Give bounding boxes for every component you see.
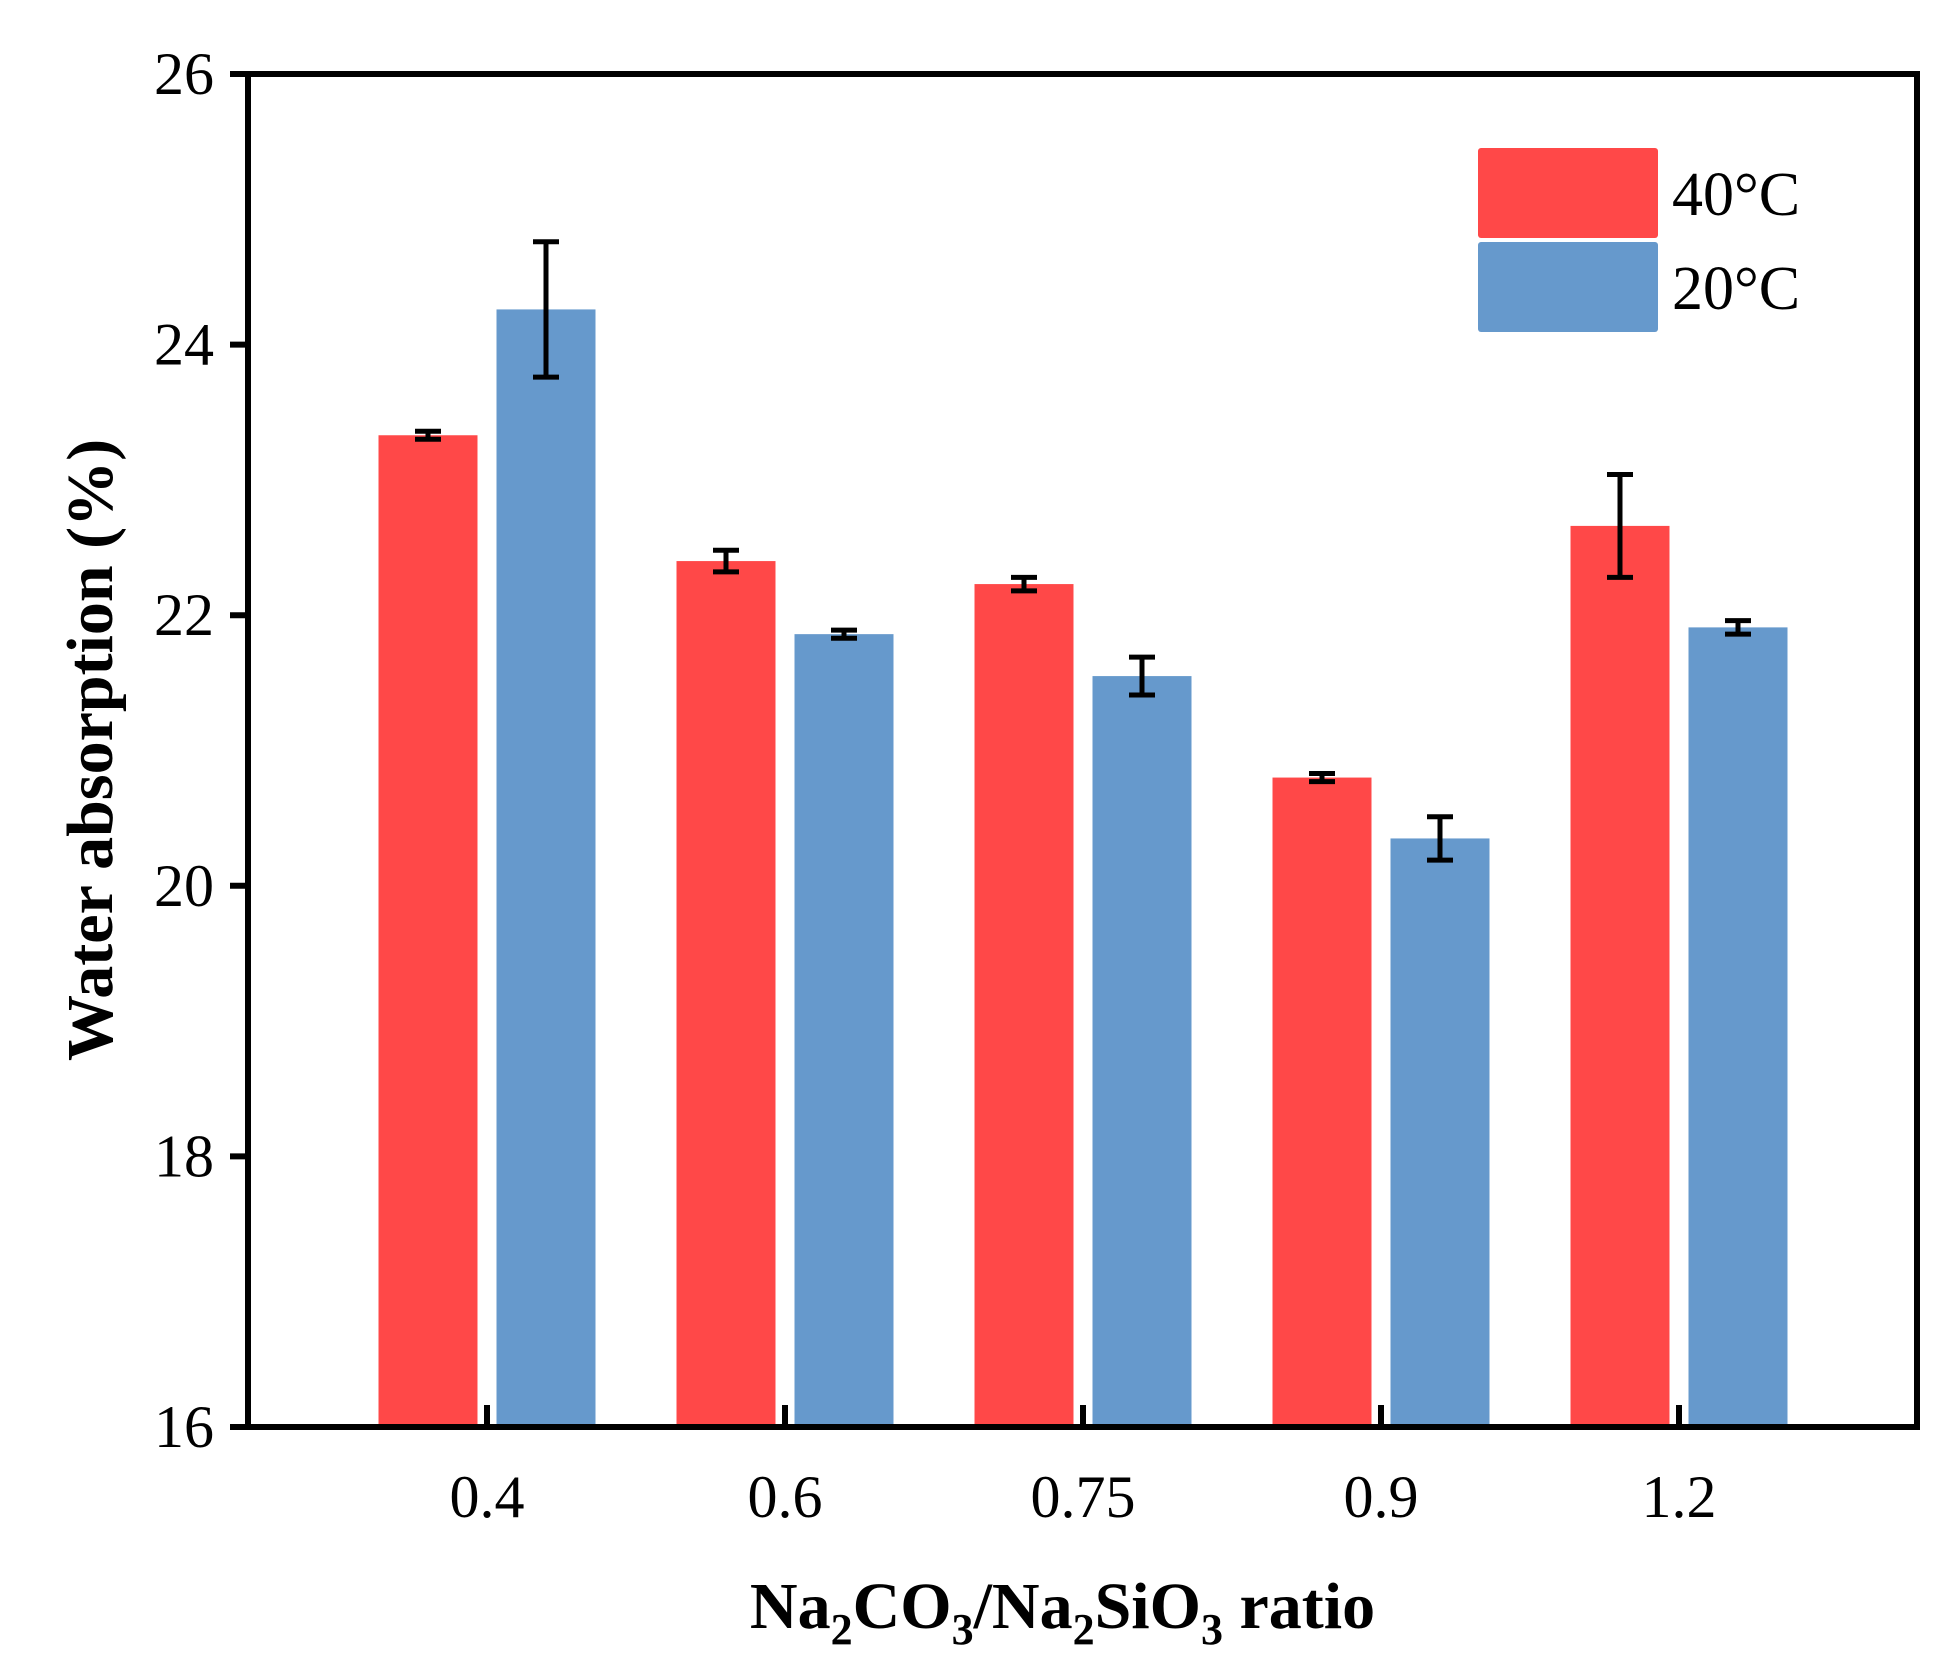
x-title-subscript: 2 [1073, 1605, 1095, 1654]
x-tick-label: 0.9 [1344, 1464, 1419, 1530]
bar-40c [1272, 777, 1372, 1427]
x-title-part: CO [853, 1570, 952, 1643]
bars-group [378, 309, 1788, 1428]
bar-40c [974, 584, 1074, 1427]
bar-20c [1390, 838, 1490, 1427]
x-title-part: ratio [1223, 1570, 1375, 1643]
x-title-subscript: 3 [1201, 1605, 1223, 1654]
legend: 40°C 20°C [1478, 148, 1800, 332]
x-title-part: /Na [973, 1570, 1073, 1643]
legend-swatch-40c [1478, 148, 1658, 238]
y-tick-label: 16 [154, 1394, 214, 1460]
y-tick-label: 24 [154, 312, 214, 378]
bar-20c [1092, 676, 1192, 1427]
x-tick-label: 0.75 [1031, 1464, 1136, 1530]
legend-swatch-20c [1478, 242, 1658, 332]
x-tick-label: 0.4 [450, 1464, 525, 1530]
bar-20c [1688, 627, 1788, 1427]
plot-frame [245, 71, 1920, 1430]
x-title-subscript: 3 [952, 1605, 974, 1654]
x-title-subscript: 2 [831, 1605, 853, 1654]
bar-40c [378, 435, 478, 1428]
y-tick-label: 18 [154, 1123, 214, 1189]
x-title-part: Na [750, 1570, 831, 1643]
y-tick-label: 22 [154, 582, 214, 648]
legend-label-20c: 20°C [1672, 255, 1800, 323]
bar-20c [794, 634, 894, 1427]
x-tick-label: 0.6 [748, 1464, 823, 1530]
bar-40c [676, 561, 776, 1427]
x-tick-label: 1.2 [1642, 1464, 1717, 1530]
x-axis: 0.4 0.6 0.75 0.9 1.2 [450, 1405, 1717, 1530]
bar-20c [496, 309, 596, 1427]
x-title-part: SiO [1095, 1570, 1201, 1643]
y-axis-title: Water absorption (%) [54, 439, 127, 1061]
error-bars-group [415, 239, 1751, 863]
y-axis: 16 18 20 22 24 26 [154, 41, 248, 1460]
bar-40c [1570, 525, 1670, 1427]
y-tick-label: 26 [154, 41, 214, 107]
y-tick-label: 20 [154, 853, 214, 919]
legend-label-40c: 40°C [1672, 161, 1800, 229]
x-axis-title: Na2CO3/Na2SiO3 ratio [750, 1570, 1375, 1654]
